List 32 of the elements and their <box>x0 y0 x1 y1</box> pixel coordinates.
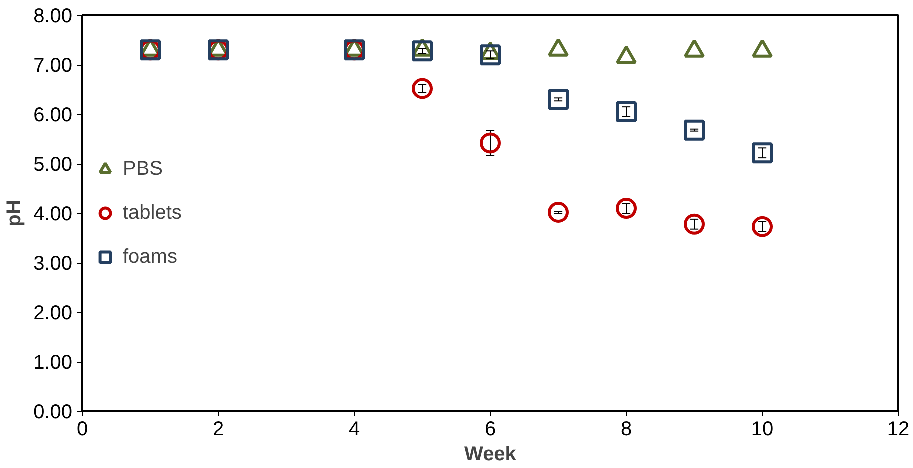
legend-label: tablets <box>123 202 182 224</box>
y-tick-label: 8.00 <box>34 6 73 28</box>
point <box>752 216 773 238</box>
point <box>684 39 705 58</box>
y-tick-label: 4.00 <box>34 204 73 226</box>
point <box>752 142 773 164</box>
y-axis-title: pH <box>4 200 26 227</box>
y-tick-label: 5.00 <box>34 154 73 176</box>
y-tick-label: 6.00 <box>34 104 73 126</box>
x-tick-label: 12 <box>887 418 910 440</box>
x-tick-label: 2 <box>212 418 224 440</box>
x-tick-label: 6 <box>484 418 496 440</box>
y-tick-label: 2.00 <box>34 302 73 324</box>
point <box>548 38 569 57</box>
point <box>752 39 773 58</box>
point <box>480 132 501 154</box>
point <box>684 214 705 235</box>
x-tick-label: 0 <box>76 418 88 440</box>
x-tick-label: 8 <box>620 418 632 440</box>
y-tick-label: 1.00 <box>34 352 73 374</box>
point <box>616 46 637 64</box>
legend-label: foams <box>123 246 178 268</box>
x-tick-label: 10 <box>751 418 774 440</box>
y-tick-label: 3.00 <box>34 253 73 275</box>
legend-label: PBS <box>123 158 164 180</box>
point <box>548 202 569 223</box>
point <box>684 120 705 141</box>
x-axis-title: Week <box>464 444 518 466</box>
point <box>616 198 637 220</box>
x-tick-label: 4 <box>348 418 360 440</box>
y-tick-label: 7.00 <box>34 55 73 77</box>
y-tick-label: 0.00 <box>34 402 73 424</box>
